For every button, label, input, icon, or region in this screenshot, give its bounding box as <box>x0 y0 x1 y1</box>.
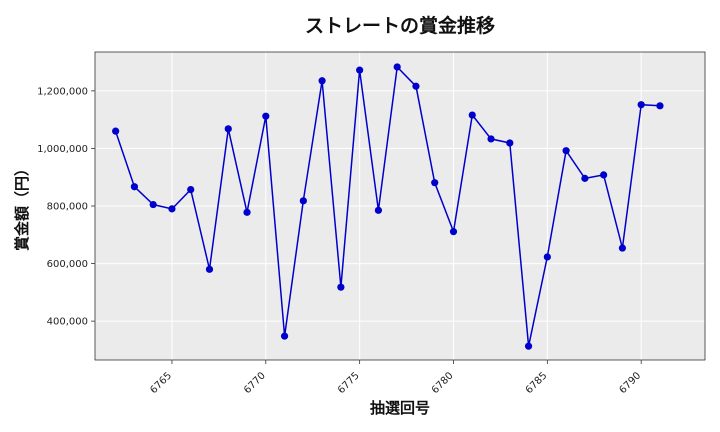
series-line <box>114 65 661 347</box>
data-point <box>618 244 627 252</box>
y-tick-label: 800,000 <box>47 202 88 213</box>
data-point <box>637 101 645 109</box>
chart-title: ストレートの賞金推移 <box>305 14 495 37</box>
data-point <box>262 112 270 120</box>
data-point <box>243 208 251 216</box>
data-point <box>449 228 458 236</box>
data-point <box>374 206 383 214</box>
data-point <box>393 63 401 71</box>
data-point <box>112 127 120 135</box>
data-point <box>187 185 195 194</box>
x-tick-label: 6765 <box>148 370 174 396</box>
y-tick-label: 600,000 <box>47 259 88 270</box>
data-point <box>149 200 157 209</box>
data-point <box>337 283 345 291</box>
data-point <box>318 77 326 85</box>
series-layer <box>112 63 664 350</box>
data-point <box>205 265 214 273</box>
x-axis-label: 抽選回号 <box>370 399 430 417</box>
data-point <box>656 102 664 110</box>
data-point <box>524 342 533 350</box>
x-tick-label: 6790 <box>618 370 644 396</box>
x-tick-label: 6780 <box>430 370 456 396</box>
y-tick-label: 400,000 <box>47 317 88 328</box>
data-point <box>581 174 589 182</box>
data-point <box>224 125 232 133</box>
data-point <box>412 82 420 90</box>
data-point <box>543 253 551 261</box>
data-point <box>487 135 495 143</box>
x-tick-label: 6775 <box>336 370 362 396</box>
data-point <box>130 183 139 191</box>
data-point <box>506 139 514 147</box>
data-point <box>562 147 570 155</box>
data-point <box>468 111 476 119</box>
x-tick-label: 6770 <box>242 370 268 396</box>
y-tick-label: 1,200,000 <box>37 86 88 97</box>
data-point <box>431 179 439 187</box>
data-point <box>168 205 176 213</box>
data-point <box>280 332 289 340</box>
data-point <box>299 197 307 205</box>
data-point <box>600 171 608 179</box>
grid-lines <box>95 52 705 360</box>
y-axis-label: 賞金額（円） <box>13 161 31 251</box>
data-point <box>356 66 364 74</box>
x-tick-label: 6785 <box>524 370 550 396</box>
y-tick-label: 1,000,000 <box>37 144 88 155</box>
